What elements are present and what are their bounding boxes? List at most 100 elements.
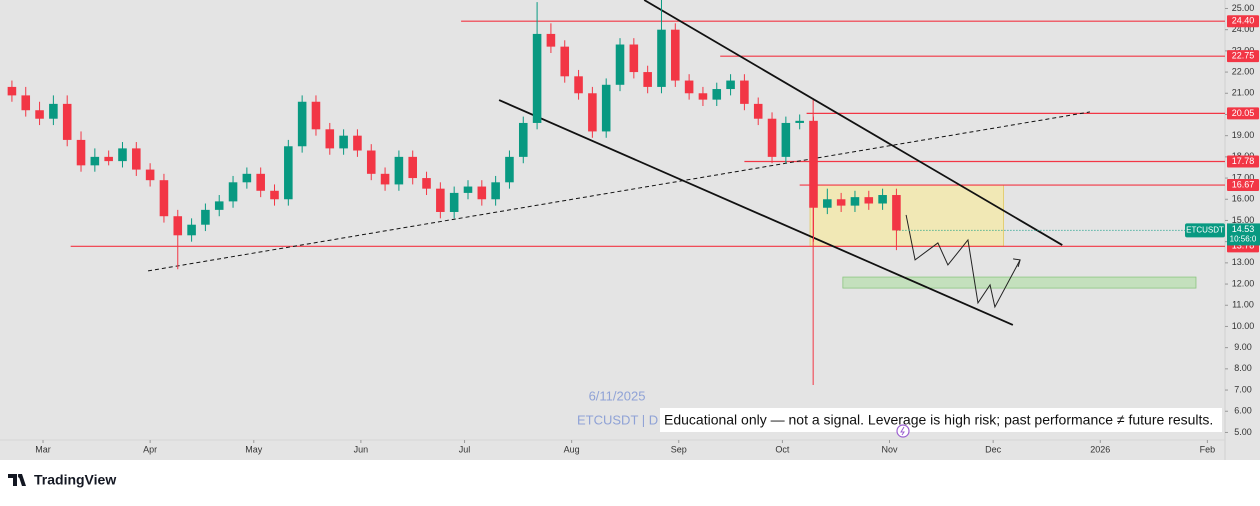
candles-layer [7, 0, 901, 270]
level-label-box [1227, 179, 1259, 192]
candle-body [339, 135, 348, 149]
x-tick-label: Jul [459, 444, 471, 454]
trendline [643, 0, 1063, 246]
candle-body [477, 186, 487, 200]
candle-body [878, 195, 887, 204]
event-icon[interactable] [896, 424, 910, 438]
candle-body [104, 156, 113, 162]
y-tick-label: 15.00 [1232, 215, 1255, 225]
x-tick-label: Aug [564, 444, 580, 454]
candle-body [546, 33, 556, 47]
candle-body [118, 148, 127, 162]
y-tick-label: 25.00 [1232, 3, 1255, 13]
y-tick-label: 24.00 [1232, 24, 1255, 34]
disclaimer-box [660, 408, 1222, 432]
candle-body [740, 80, 749, 104]
candle-body [173, 216, 183, 236]
y-tick-label: 12.00 [1232, 278, 1255, 288]
level-label: 20.05 [1232, 108, 1255, 118]
candle-body [242, 173, 252, 183]
y-tick-label: 19.00 [1232, 130, 1255, 140]
candle-body [657, 29, 666, 87]
candle-body [422, 178, 431, 189]
candle-body [809, 120, 818, 208]
candle-body [132, 148, 141, 170]
target-zone [842, 276, 1197, 289]
y-tick-label: 21.00 [1232, 88, 1255, 98]
candle-body [311, 101, 321, 130]
candle-body [325, 129, 335, 149]
candle-body [892, 195, 901, 231]
projection-arrowhead [1013, 258, 1021, 268]
candle-body [574, 76, 583, 94]
x-tick-label: Dec [985, 444, 1002, 454]
x-tick-label: Mar [35, 444, 51, 454]
drawings-layer [70, 0, 1225, 385]
y-tick-label: 8.00 [1234, 363, 1252, 373]
y-tick-label: 7.00 [1234, 384, 1252, 394]
candle-body [187, 224, 196, 236]
level-label: 17.78 [1232, 156, 1255, 166]
y-tick-label: 5.00 [1234, 427, 1252, 437]
candle-body [270, 190, 279, 200]
candle-body [560, 46, 570, 77]
trendline [147, 111, 1090, 272]
candle-body [864, 197, 874, 204]
level-label: 13.78 [1232, 241, 1255, 251]
y-tick-label: 9.00 [1234, 342, 1252, 352]
symbol-label: ETCUSDT [1186, 226, 1224, 235]
candle-body [49, 103, 58, 119]
candle-body [90, 156, 100, 166]
candle-body [753, 103, 763, 119]
candle-body [256, 173, 265, 191]
candle-body [588, 93, 597, 132]
candle-body [463, 186, 473, 193]
candle-body [726, 80, 735, 90]
level-label-box [1227, 107, 1259, 120]
event-icon-bolt [900, 426, 905, 436]
candle-body [629, 44, 639, 73]
candle-body [823, 199, 832, 208]
trendline [498, 99, 1014, 326]
candle-body [201, 209, 210, 225]
candle-body [601, 84, 611, 132]
candle-body [380, 173, 390, 185]
candle-body [491, 182, 500, 200]
candle-body [767, 118, 777, 157]
candle-body [76, 139, 86, 166]
candle-body [671, 29, 680, 81]
y-tick-label: 13.00 [1232, 257, 1255, 267]
candle-body [836, 199, 846, 206]
candle-body [684, 80, 694, 94]
last-price-box [1227, 223, 1260, 246]
candle-body [394, 156, 404, 185]
y-tick-label: 16.00 [1232, 194, 1255, 204]
symbol-label-box [1185, 223, 1225, 238]
candle-body [505, 156, 514, 183]
candle-body [712, 89, 722, 100]
candle-body [159, 180, 169, 217]
x-tick-label: Oct [775, 444, 790, 454]
projection-path [905, 214, 1021, 309]
date-watermark: 6/11/2025 [589, 388, 646, 403]
candle-body [643, 72, 652, 87]
candle-body [21, 95, 31, 111]
zones-layer [809, 184, 1197, 289]
y-tick-label: 17.00 [1232, 172, 1255, 182]
x-tick-label: May [245, 444, 263, 454]
level-label: 16.67 [1232, 179, 1255, 189]
x-tick-label: Sep [671, 444, 687, 454]
candle-body [698, 93, 708, 100]
y-tick-label: 10.00 [1232, 321, 1255, 331]
candle-body [353, 135, 362, 151]
brand-logo [8, 474, 26, 486]
candle-body [366, 150, 376, 174]
level-label: 24.40 [1232, 16, 1255, 26]
candle-body [615, 44, 625, 85]
candle-body [62, 103, 72, 140]
x-tick-label: 2026 [1090, 444, 1110, 454]
brand-name: TradingView [34, 472, 116, 488]
x-tick-label: Apr [143, 444, 157, 454]
candle-body [518, 122, 528, 157]
